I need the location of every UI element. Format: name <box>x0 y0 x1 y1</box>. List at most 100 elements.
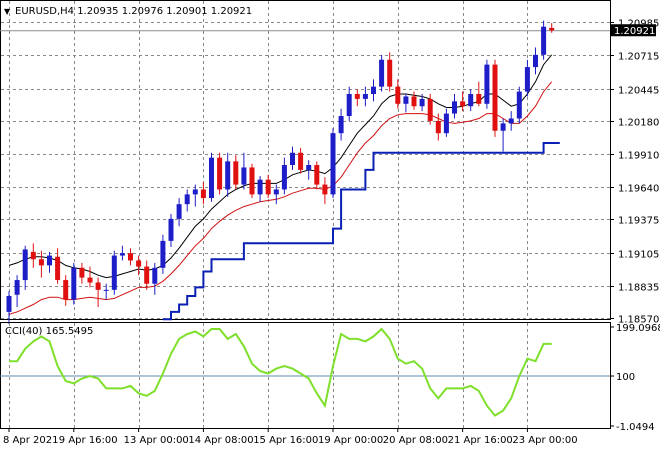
candle[interactable] <box>249 163 255 199</box>
candle[interactable] <box>500 118 506 152</box>
cci-title: CCI(40) 165.5495 <box>5 326 93 337</box>
candle[interactable] <box>241 152 247 190</box>
time-axis: 8 Apr 2021 9 Apr 16:00 13 Apr 00:00 14 Apr … <box>3 428 578 446</box>
candlesticks[interactable] <box>6 20 555 325</box>
candle[interactable] <box>338 108 344 141</box>
candle-body <box>549 27 555 31</box>
candle[interactable] <box>541 20 547 60</box>
candle[interactable] <box>395 79 401 109</box>
candle[interactable] <box>95 277 101 307</box>
candle[interactable] <box>128 248 133 266</box>
candle[interactable] <box>14 275 20 307</box>
candle-body <box>468 94 474 107</box>
candle-body <box>79 267 85 278</box>
candle[interactable] <box>484 59 490 109</box>
candle[interactable] <box>225 152 231 197</box>
candle-body <box>379 59 385 87</box>
cci-axis: 199.0968 100 -1.0494 <box>610 323 660 433</box>
candle[interactable] <box>281 157 287 195</box>
candle[interactable] <box>63 275 69 306</box>
candle[interactable] <box>411 91 417 110</box>
candle[interactable] <box>184 189 190 212</box>
candle[interactable] <box>103 283 109 300</box>
price-label: 1.20445 <box>618 86 659 97</box>
candle[interactable] <box>468 89 474 112</box>
candle-body <box>217 157 223 190</box>
candle[interactable] <box>257 176 263 202</box>
candle[interactable] <box>492 59 498 137</box>
candle[interactable] <box>354 89 360 107</box>
candle[interactable] <box>533 47 538 75</box>
candle[interactable] <box>265 174 271 199</box>
candle[interactable] <box>144 260 150 290</box>
candle[interactable] <box>6 291 12 325</box>
candle[interactable] <box>379 54 385 92</box>
candle[interactable] <box>346 86 352 121</box>
candle[interactable] <box>152 262 158 295</box>
candle[interactable] <box>524 59 530 97</box>
candle[interactable] <box>322 177 328 205</box>
candle[interactable] <box>306 160 312 180</box>
cci-panel[interactable]: CCI(40) 165.5495 199.0968 100 -1.0494 <box>0 322 660 434</box>
candle[interactable] <box>217 152 223 195</box>
collapse-triangle-icon[interactable]: ▼ <box>4 7 11 16</box>
candle[interactable] <box>273 184 279 205</box>
candle[interactable] <box>200 182 206 205</box>
candle[interactable] <box>136 255 142 276</box>
candle[interactable] <box>387 52 393 92</box>
candle[interactable] <box>330 128 336 199</box>
candle-body <box>38 259 44 266</box>
candle-body <box>265 179 271 195</box>
candle[interactable] <box>427 94 433 125</box>
time-label: 15 Apr 16:00 <box>253 435 318 446</box>
candle[interactable] <box>362 86 368 107</box>
candle[interactable] <box>298 147 304 174</box>
candle[interactable] <box>419 94 425 112</box>
candle[interactable] <box>192 184 198 207</box>
candle[interactable] <box>168 213 174 248</box>
candle[interactable] <box>516 86 522 124</box>
candle[interactable] <box>233 155 239 190</box>
candle[interactable] <box>47 251 52 273</box>
candle-body <box>322 184 328 195</box>
candle[interactable] <box>55 248 61 284</box>
candle[interactable] <box>403 94 409 113</box>
candle[interactable] <box>460 91 466 112</box>
candle[interactable] <box>314 161 320 190</box>
candle[interactable] <box>38 250 44 278</box>
candle[interactable] <box>160 234 166 274</box>
candle[interactable] <box>30 243 36 268</box>
candle[interactable] <box>371 79 376 102</box>
candle[interactable] <box>79 262 85 284</box>
candle[interactable] <box>443 108 449 137</box>
candle-body <box>290 152 295 165</box>
candle[interactable] <box>476 81 482 107</box>
time-label: 20 Apr 08:00 <box>383 435 448 446</box>
candle[interactable] <box>176 198 182 227</box>
candle-body <box>47 255 52 266</box>
symbol-title: EURUSD,H4 1.20935 1.20976 1.20901 1.2092… <box>15 6 252 17</box>
candle-body <box>443 113 449 134</box>
candle[interactable] <box>71 262 77 305</box>
candle[interactable] <box>508 111 514 131</box>
candle-body <box>362 94 368 99</box>
candle[interactable] <box>435 113 441 141</box>
cci-axis-label: 100 <box>616 372 635 383</box>
candle[interactable] <box>119 245 125 261</box>
candle[interactable] <box>209 152 214 202</box>
time-label: 19 Apr 00:00 <box>318 435 383 446</box>
candle-body <box>6 295 12 312</box>
cci-panel-frame <box>0 322 611 429</box>
candle[interactable] <box>452 94 457 119</box>
candle-body <box>111 255 117 290</box>
time-label: 21 Apr 16:00 <box>448 435 513 446</box>
chart-header: ▼ EURUSD,H4 1.20935 1.20976 1.20901 1.20… <box>4 6 252 17</box>
price-label: 1.19105 <box>618 250 659 261</box>
candle[interactable] <box>549 23 555 33</box>
price-panel[interactable]: ▼ EURUSD,H4 1.20935 1.20976 1.20901 1.20… <box>0 0 611 325</box>
candle[interactable] <box>22 245 28 290</box>
candle[interactable] <box>111 250 117 295</box>
candle[interactable] <box>290 146 295 170</box>
candle[interactable] <box>87 266 93 288</box>
